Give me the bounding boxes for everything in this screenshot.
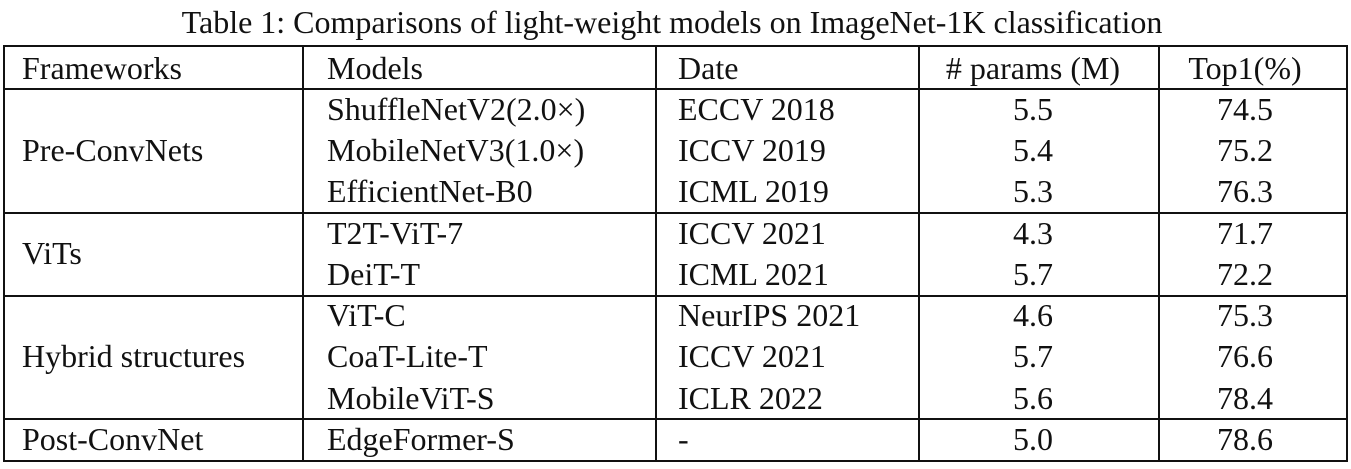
framework-cell: Hybrid structures	[22, 338, 246, 375]
table-cell: ViT-C	[327, 297, 406, 334]
column-rule	[1158, 45, 1160, 462]
table-cell: 71.7	[1217, 214, 1273, 251]
table-title: Table 1: Comparisons of light-weight mod…	[181, 4, 1163, 40]
table-cell: DeiT-T	[327, 255, 421, 292]
table-cell: ICLR 2022	[678, 379, 823, 416]
table-cell: 75.3	[1217, 297, 1273, 334]
framework-cell: ViTs	[22, 235, 82, 272]
column-rule	[918, 45, 920, 462]
table-cell: 78.6	[1217, 421, 1273, 458]
table-cell: MobileNetV3(1.0×)	[327, 131, 585, 168]
table-cell: 72.2	[1217, 255, 1273, 292]
column-rule	[1346, 45, 1348, 462]
table-cell: 5.7	[1013, 338, 1053, 375]
table-cell: 5.7	[1013, 255, 1053, 292]
table-cell: 4.6	[1013, 297, 1053, 334]
rule	[3, 88, 1348, 90]
table-cell: 74.5	[1217, 90, 1273, 127]
header-cell: Frameworks	[22, 49, 182, 86]
table-cell: CoaT-Lite-T	[327, 338, 488, 375]
table-cell: 5.3	[1013, 173, 1053, 210]
table-cell: MobileViT-S	[327, 379, 495, 416]
table-cell: 75.2	[1217, 131, 1273, 168]
column-rule	[655, 45, 657, 462]
table-cell: 76.3	[1217, 173, 1273, 210]
table-cell: 76.6	[1217, 338, 1273, 375]
table-cell: 5.5	[1013, 90, 1053, 127]
rule	[3, 459, 1348, 462]
rule	[3, 294, 1348, 297]
table-cell: 4.3	[1013, 214, 1053, 251]
table-cell: ICCV 2021	[678, 214, 826, 251]
rule	[3, 45, 1348, 47]
framework-cell: Post-ConvNet	[22, 421, 204, 458]
table-cell: ShuffleNetV2(2.0×)	[327, 90, 586, 127]
header-cell: Top1(%)	[1188, 49, 1302, 86]
table-cell: 78.4	[1217, 379, 1273, 416]
table-cell: ECCV 2018	[678, 90, 835, 127]
table-cell: 5.0	[1013, 421, 1053, 458]
framework-cell: Pre-ConvNets	[22, 131, 204, 168]
table-cell: 5.4	[1013, 131, 1053, 168]
table-cell: ICCV 2019	[678, 131, 826, 168]
table-cell: EfficientNet-B0	[327, 173, 533, 210]
table-cell: ICCV 2021	[678, 338, 826, 375]
header-cell: Models	[327, 49, 423, 86]
table-cell: -	[678, 421, 689, 458]
header-cell: Date	[678, 49, 739, 86]
header-cell: # params (M)	[945, 49, 1121, 86]
table-cell: T2T-ViT-7	[327, 214, 464, 251]
table-cell: NeurIPS 2021	[678, 297, 861, 334]
table-cell: EdgeFormer-S	[327, 421, 515, 458]
rule	[3, 211, 1348, 214]
column-rule	[3, 45, 5, 462]
rule	[3, 418, 1348, 421]
table-cell: ICML 2021	[678, 255, 829, 292]
column-rule	[302, 45, 304, 462]
table-cell: 5.6	[1013, 379, 1053, 416]
table-cell: ICML 2019	[678, 173, 829, 210]
